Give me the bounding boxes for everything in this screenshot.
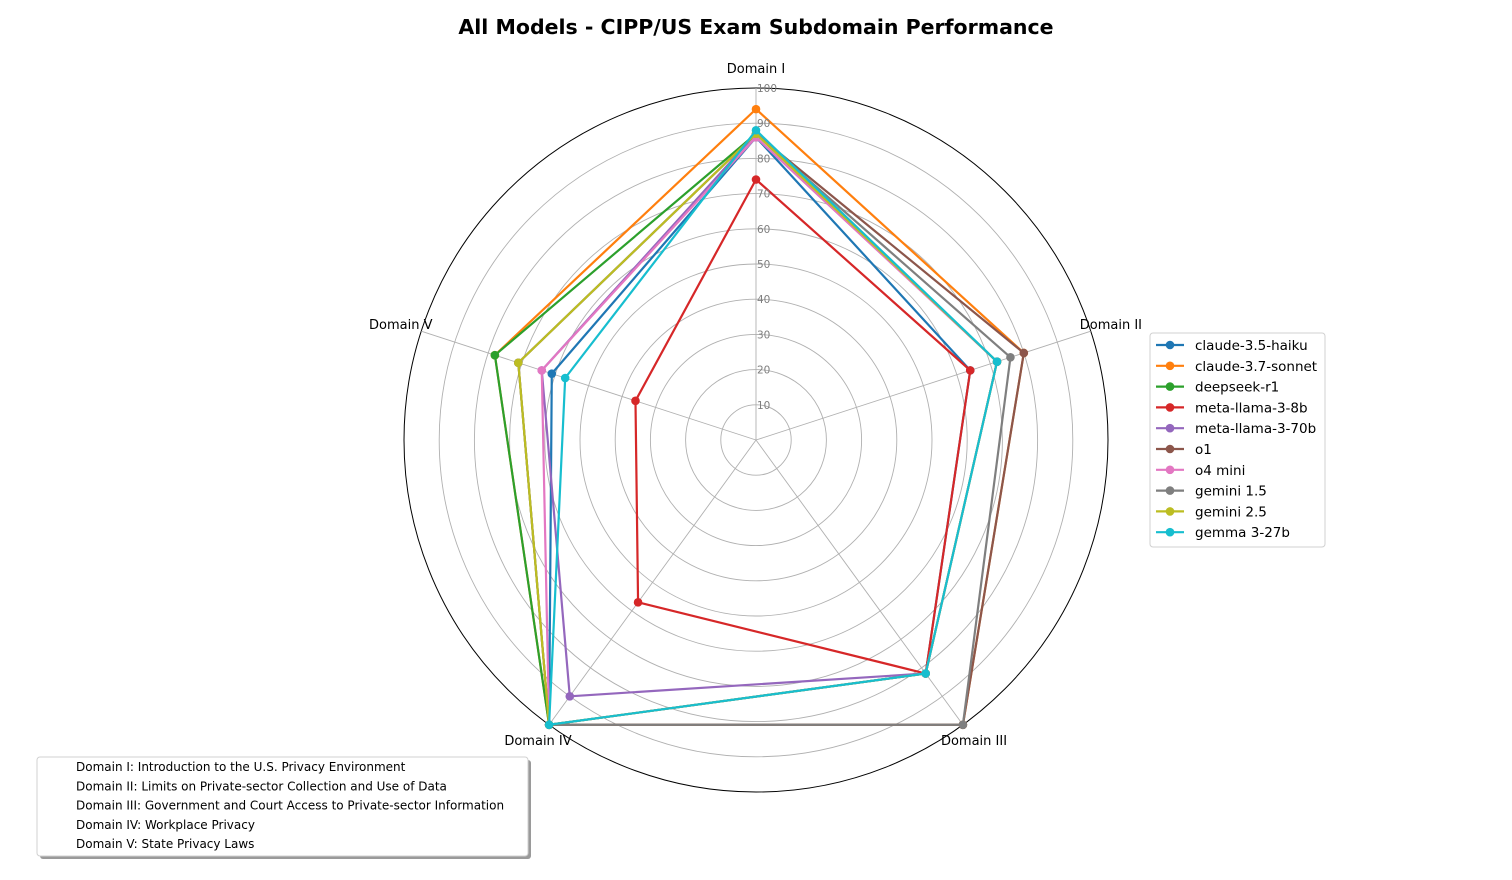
radial-tick-label: 30 (757, 329, 770, 341)
legend-label: deepseek-r1 (1195, 380, 1279, 396)
legend-entry: gemini 1.5 (1156, 484, 1267, 500)
series-gemini-1-5 (514, 129, 1015, 730)
axis-label: Domain V (369, 318, 433, 333)
legend-label: gemini 2.5 (1195, 504, 1267, 520)
legend-marker (1165, 486, 1175, 495)
data-point (490, 350, 500, 360)
domain-note: Domain I: Introduction to the U.S. Priva… (76, 760, 406, 774)
legend-entry: claude-3.7-sonnet (1156, 359, 1317, 375)
legend-label: gemini 1.5 (1195, 484, 1267, 500)
legend-label: meta-llama-3-70b (1195, 421, 1316, 437)
domain-note: Domain II: Limits on Private-sector Coll… (76, 779, 447, 793)
series-line (517, 132, 999, 726)
series-o1 (514, 129, 1029, 730)
radial-tick-label: 100 (757, 83, 777, 95)
legend-marker (1165, 444, 1175, 454)
data-point (537, 366, 547, 375)
data-point (544, 720, 554, 730)
domain-note: Domain IV: Workplace Privacy (76, 818, 255, 832)
data-point (751, 104, 761, 114)
series-meta-llama-3-8b (631, 175, 975, 678)
legend-entry: o1 (1156, 442, 1212, 458)
series-line (634, 178, 972, 675)
legend-entry: o4 mini (1156, 463, 1245, 479)
axis-label: Domain I (727, 62, 785, 77)
legend-entry: deepseek-r1 (1156, 380, 1279, 396)
grid-spoke (421, 330, 757, 441)
legend-label: o4 mini (1195, 463, 1245, 479)
legend-label: o1 (1195, 442, 1212, 458)
legend-entry: meta-llama-3-70b (1156, 421, 1316, 437)
radar-series (490, 104, 1029, 730)
series-deepseek-r1 (490, 129, 1002, 730)
legend-entry: claude-3.5-haiku (1156, 338, 1308, 354)
series-claude-3-5-haiku (544, 132, 975, 730)
legend-label: meta-llama-3-8b (1195, 400, 1308, 416)
series-meta-llama-3-70b (537, 129, 1002, 701)
radial-tick-label: 90 (757, 118, 770, 130)
radar-labels: 10 20 30 40 50 60 70 80 90 100 Domain I Domain II Do… (369, 62, 1142, 749)
radial-tick-label: 20 (757, 365, 770, 377)
data-point (633, 598, 643, 607)
radial-tick-label: 50 (757, 259, 770, 271)
data-point (631, 396, 640, 406)
legend-marker (1165, 465, 1175, 475)
legend-label: gemma 3-27b (1195, 525, 1290, 541)
data-point (565, 691, 575, 701)
legend-marker (1165, 527, 1175, 537)
legend-marker (1165, 507, 1175, 516)
data-point (958, 720, 968, 730)
data-point (560, 373, 570, 383)
legend-entry: gemini 2.5 (1156, 504, 1267, 520)
chart-title: All Models - CIPP/US Exam Subdomain Perf… (458, 15, 1053, 39)
data-point (992, 357, 1002, 366)
data-point (751, 175, 761, 184)
data-point (1006, 353, 1015, 362)
data-point (514, 358, 523, 368)
legend-marker (1165, 423, 1175, 433)
domain-note: Domain V: State Privacy Laws (76, 837, 254, 851)
radar-grid (403, 87, 1109, 793)
legend-label: claude-3.5-haiku (1195, 338, 1308, 354)
legend: claude-3.5-haiku claude-3.7-sonnet deepsee… (1149, 332, 1326, 548)
axis-label: Domain III (941, 734, 1007, 749)
data-point (547, 369, 557, 378)
series-line (493, 132, 999, 726)
domain-note: Domain III: Government and Court Access … (76, 799, 504, 813)
radial-tick-label: 80 (757, 153, 770, 165)
legend-marker (1165, 361, 1175, 371)
data-point (751, 125, 761, 135)
domain-notes-box: Domain I: Introduction to the U.S. Priva… (36, 756, 531, 859)
radial-tick-label: 70 (757, 189, 770, 201)
grid-spoke (755, 439, 964, 726)
legend-marker (1165, 340, 1175, 350)
axis-label: Domain IV (504, 734, 571, 749)
legend-label: claude-3.7-sonnet (1195, 359, 1317, 375)
series-gemma-3-27b (544, 125, 1002, 730)
radial-tick-label: 10 (757, 400, 770, 412)
axis-label: Domain II (1080, 318, 1142, 333)
radial-tick-label: 60 (757, 224, 770, 236)
notes-box (36, 756, 529, 857)
series-line (548, 129, 999, 726)
series-line (517, 132, 1012, 726)
data-point (921, 669, 930, 678)
radial-tick-label: 40 (757, 294, 770, 306)
data-point (1019, 348, 1029, 358)
legend-entry: gemma 3-27b (1156, 525, 1290, 541)
grid-spoke (755, 330, 1091, 441)
legend-marker (1165, 382, 1175, 391)
legend-box (1149, 332, 1326, 548)
grid-spoke (548, 439, 757, 726)
data-point (965, 366, 975, 375)
series-gemini-2-5 (514, 129, 1002, 730)
legend-marker (1165, 403, 1175, 412)
legend-entry: meta-llama-3-8b (1156, 400, 1308, 416)
